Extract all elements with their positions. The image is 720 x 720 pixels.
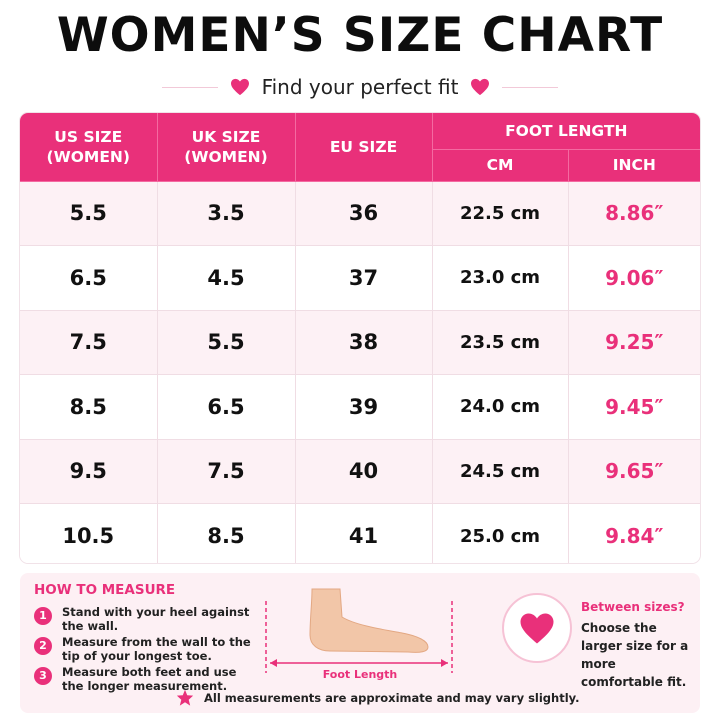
cell-eu: 38 [295,310,433,375]
cell-eu: 41 [295,503,433,563]
header-inch: INCH [568,149,700,182]
header-us-size-label: US SIZE (WOMEN) [46,127,130,166]
cell-inch: 9.06″ [568,245,700,311]
cell-us: 6.5 [20,245,158,311]
subtitle-row: Find your perfect fit [0,72,720,102]
table-row: 7.5 5.5 38 23.5 cm 9.25″ [20,310,700,375]
header-us-size: US SIZE (WOMEN) [20,113,158,182]
step-number: 2 [34,637,52,655]
step-item: 2 Measure from the wall to the tip of yo… [34,635,254,663]
table-row: 10.5 8.5 41 25.0 cm 9.84″ [20,503,700,563]
cell-cm: 24.5 cm [432,439,569,504]
between-sizes-text: Choose the larger size for a more comfor… [581,621,689,689]
disclaimer-row: All measurements are approximate and may… [176,689,579,706]
subtitle: Find your perfect fit [261,75,459,99]
cell-uk: 4.5 [157,245,296,311]
cell-cm: 23.5 cm [432,310,569,375]
cell-eu: 39 [295,374,433,440]
heart-icon [230,78,249,96]
disclaimer-text: All measurements are approximate and may… [204,690,580,705]
cell-cm: 25.0 cm [432,503,569,563]
table-row: 8.5 6.5 39 24.0 cm 9.45″ [20,374,700,440]
heart-badge [502,593,572,663]
how-to-measure-panel: HOW TO MEASURE 1 Stand with your heel ag… [20,573,700,713]
cell-us: 10.5 [20,503,158,563]
cell-cm: 22.5 cm [432,181,569,246]
step-item: 1 Stand with your heel against the wall. [34,605,254,633]
cell-eu: 40 [295,439,433,504]
cell-inch: 9.65″ [568,439,700,504]
table-row: 6.5 4.5 37 23.0 cm 9.06″ [20,245,700,311]
cell-cm: 23.0 cm [432,245,569,311]
table-row: 9.5 7.5 40 24.5 cm 9.65″ [20,439,700,504]
cell-uk: 3.5 [157,181,296,246]
cell-uk: 6.5 [157,374,296,440]
cell-eu: 36 [295,181,433,246]
size-table: US SIZE (WOMEN) UK SIZE (WOMEN) EU SIZE … [20,113,700,563]
cell-us: 8.5 [20,374,158,440]
header-eu-size: EU SIZE [295,113,433,182]
cell-uk: 8.5 [157,503,296,563]
header-uk-size: UK SIZE (WOMEN) [157,113,296,182]
cell-us: 9.5 [20,439,158,504]
cell-cm: 24.0 cm [432,374,569,440]
table-row: 5.5 3.5 36 22.5 cm 8.86″ [20,181,700,246]
foot-length-label: Foot Length [308,668,412,681]
step-text: Measure both feet and use the longer mea… [62,665,237,693]
foot-icon [265,588,453,673]
header-cm: CM [432,149,569,182]
cell-eu: 37 [295,245,433,311]
cell-us: 7.5 [20,310,158,375]
step-number: 1 [34,607,52,625]
foot-diagram: Foot Length [260,579,460,687]
cell-inch: 9.84″ [568,503,700,563]
cell-inch: 8.86″ [568,181,700,246]
divider-right [502,86,559,88]
cell-uk: 7.5 [157,439,296,504]
how-to-measure-title: HOW TO MEASURE [34,582,176,598]
step-number: 3 [34,667,52,685]
heart-icon [520,613,554,643]
heart-icon [471,78,490,96]
divider-left [161,86,218,88]
cell-uk: 5.5 [157,310,296,375]
cell-inch: 9.25″ [568,310,700,375]
header-uk-size-label: UK SIZE (WOMEN) [184,127,268,166]
between-sizes-title: Between sizes? [581,600,685,614]
cell-inch: 9.45″ [568,374,700,440]
page-title: WOMEN’S SIZE CHART [56,8,664,63]
step-item: 3 Measure both feet and use the longer m… [34,665,254,693]
header-foot-length: FOOT LENGTH [432,113,700,150]
cell-us: 5.5 [20,181,158,246]
size-table-container: US SIZE (WOMEN) UK SIZE (WOMEN) EU SIZE … [20,113,700,563]
star-icon [176,689,194,706]
step-text: Measure from the wall to the tip of your… [62,635,251,663]
step-text: Stand with your heel against the wall. [62,605,250,633]
